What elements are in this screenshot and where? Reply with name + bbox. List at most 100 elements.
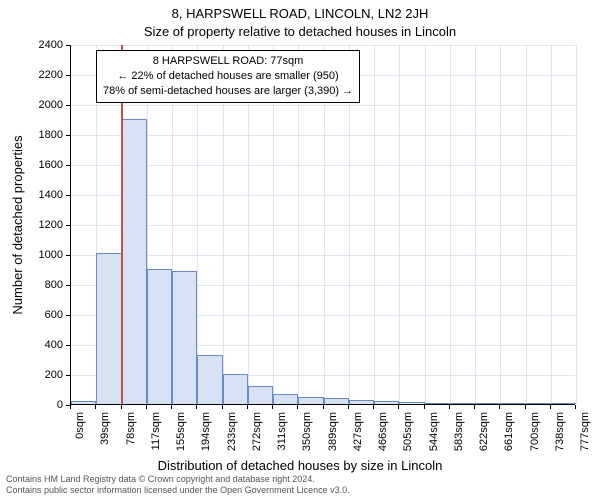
y-tick-mark bbox=[66, 135, 70, 136]
x-tick-label: 272sqm bbox=[251, 412, 263, 451]
footer-line-1: Contains HM Land Registry data © Crown c… bbox=[6, 474, 350, 485]
x-tick-mark bbox=[171, 405, 172, 409]
y-tick-mark bbox=[66, 195, 70, 196]
y-tick-label: 1200 bbox=[23, 219, 63, 231]
histogram-bar bbox=[172, 271, 197, 405]
x-tick-mark bbox=[449, 405, 450, 409]
y-tick-label: 800 bbox=[23, 279, 63, 291]
x-tick-mark bbox=[575, 405, 576, 409]
y-tick-label: 200 bbox=[23, 369, 63, 381]
x-tick-mark bbox=[222, 405, 223, 409]
histogram-bar bbox=[475, 403, 500, 404]
y-tick-mark bbox=[66, 285, 70, 286]
histogram-bar bbox=[122, 119, 147, 404]
title-main: 8, HARPSWELL ROAD, LINCOLN, LN2 2JH bbox=[0, 6, 600, 21]
x-tick-mark bbox=[247, 405, 248, 409]
x-tick-label: 350sqm bbox=[301, 412, 313, 451]
x-tick-label: 622sqm bbox=[478, 412, 490, 451]
y-tick-mark bbox=[66, 255, 70, 256]
y-tick-label: 600 bbox=[23, 309, 63, 321]
x-tick-label: 117sqm bbox=[150, 412, 162, 450]
x-tick-label: 544sqm bbox=[428, 412, 440, 451]
y-tick-label: 400 bbox=[23, 339, 63, 351]
y-tick-label: 1800 bbox=[23, 129, 63, 141]
y-tick-mark bbox=[66, 165, 70, 166]
x-tick-mark bbox=[550, 405, 551, 409]
grid-line-vertical bbox=[551, 45, 552, 404]
y-tick-mark bbox=[66, 375, 70, 376]
histogram-bar bbox=[147, 269, 172, 404]
histogram-bar bbox=[248, 386, 273, 404]
histogram-bar bbox=[399, 402, 424, 404]
histogram-bar bbox=[298, 397, 323, 405]
grid-line-vertical bbox=[475, 45, 476, 404]
footer-attribution: Contains HM Land Registry data © Crown c… bbox=[6, 474, 350, 496]
y-tick-mark bbox=[66, 345, 70, 346]
info-box-line-3: 78% of semi-detached houses are larger (… bbox=[103, 84, 353, 99]
x-tick-mark bbox=[95, 405, 96, 409]
y-tick-label: 1400 bbox=[23, 189, 63, 201]
y-tick-mark bbox=[66, 75, 70, 76]
y-tick-label: 2200 bbox=[23, 69, 63, 81]
x-tick-label: 78sqm bbox=[125, 412, 137, 445]
y-tick-mark bbox=[66, 45, 70, 46]
grid-line-vertical bbox=[374, 45, 375, 404]
x-tick-mark bbox=[373, 405, 374, 409]
grid-line-vertical bbox=[576, 45, 577, 404]
x-tick-mark bbox=[398, 405, 399, 409]
y-tick-label: 0 bbox=[23, 399, 63, 411]
property-info-box: 8 HARPSWELL ROAD: 77sqm← 22% of detached… bbox=[96, 50, 360, 103]
x-tick-label: 389sqm bbox=[327, 412, 339, 451]
histogram-bar bbox=[71, 401, 96, 404]
grid-line-vertical bbox=[450, 45, 451, 404]
x-tick-label: 427sqm bbox=[352, 412, 364, 451]
x-tick-label: 777sqm bbox=[579, 412, 591, 451]
x-tick-label: 738sqm bbox=[554, 412, 566, 451]
histogram-bar bbox=[551, 403, 576, 404]
x-tick-mark bbox=[70, 405, 71, 409]
x-tick-label: 233sqm bbox=[226, 412, 238, 451]
x-tick-mark bbox=[196, 405, 197, 409]
grid-line-vertical bbox=[425, 45, 426, 404]
x-tick-mark bbox=[146, 405, 147, 409]
grid-line-vertical bbox=[500, 45, 501, 404]
x-tick-label: 194sqm bbox=[200, 412, 212, 451]
x-tick-label: 311sqm bbox=[276, 412, 288, 450]
x-tick-label: 0sqm bbox=[74, 412, 86, 439]
grid-line-vertical bbox=[399, 45, 400, 404]
y-tick-label: 1600 bbox=[23, 159, 63, 171]
x-tick-mark bbox=[297, 405, 298, 409]
x-tick-label: 700sqm bbox=[529, 412, 541, 451]
histogram-bar bbox=[526, 403, 551, 404]
histogram-bar bbox=[500, 403, 525, 404]
y-tick-mark bbox=[66, 225, 70, 226]
histogram-bar bbox=[197, 355, 222, 405]
histogram-bar bbox=[273, 394, 298, 405]
x-tick-mark bbox=[272, 405, 273, 409]
histogram-bar bbox=[96, 253, 121, 405]
footer-line-2: Contains public sector information licen… bbox=[6, 485, 350, 496]
x-tick-label: 39sqm bbox=[99, 412, 111, 445]
y-tick-label: 1000 bbox=[23, 249, 63, 261]
histogram-bar bbox=[324, 398, 349, 404]
histogram-bar bbox=[450, 403, 475, 404]
x-tick-mark bbox=[424, 405, 425, 409]
title-sub: Size of property relative to detached ho… bbox=[0, 24, 600, 39]
x-tick-mark bbox=[525, 405, 526, 409]
x-tick-mark bbox=[348, 405, 349, 409]
y-tick-mark bbox=[66, 315, 70, 316]
x-tick-label: 466sqm bbox=[377, 412, 389, 451]
grid-line-vertical bbox=[526, 45, 527, 404]
x-tick-mark bbox=[323, 405, 324, 409]
x-tick-label: 583sqm bbox=[453, 412, 465, 451]
info-box-line-1: 8 HARPSWELL ROAD: 77sqm bbox=[103, 54, 353, 69]
histogram-bar bbox=[223, 374, 248, 404]
histogram-bar bbox=[425, 403, 450, 405]
x-tick-label: 661sqm bbox=[503, 412, 515, 451]
x-axis-label: Distribution of detached houses by size … bbox=[0, 458, 600, 473]
y-tick-label: 2000 bbox=[23, 99, 63, 111]
histogram-bar bbox=[374, 401, 399, 404]
y-tick-label: 2400 bbox=[23, 39, 63, 51]
x-tick-mark bbox=[121, 405, 122, 409]
x-tick-mark bbox=[499, 405, 500, 409]
